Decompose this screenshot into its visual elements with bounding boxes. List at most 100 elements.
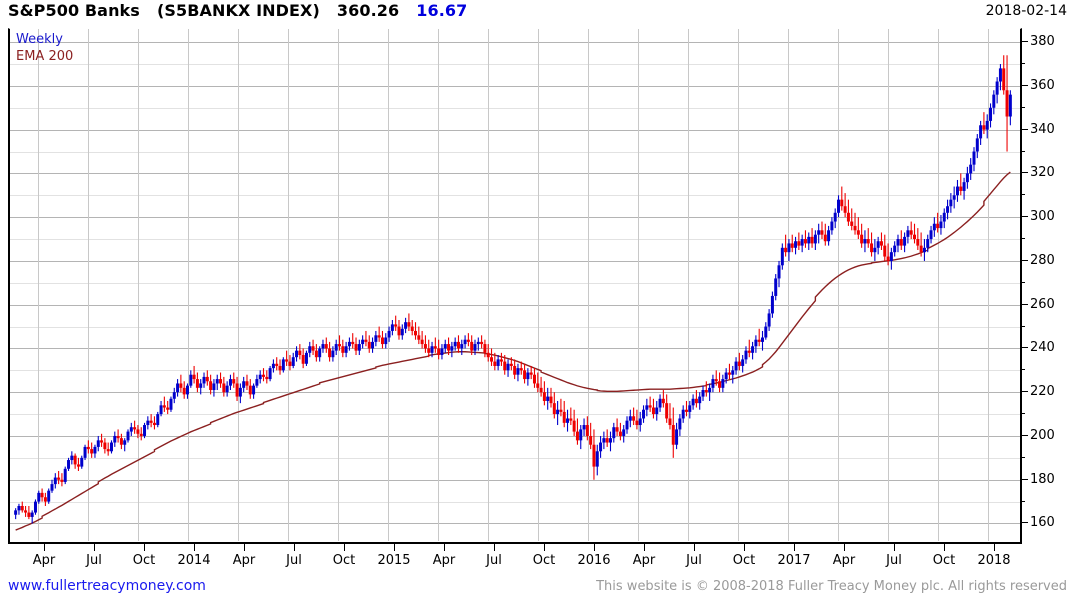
chart-header: S&P500 Banks (S5BANKX INDEX) 360.26 16.6… xyxy=(0,0,1075,26)
gridline-major xyxy=(10,217,1020,218)
instrument-name: S&P500 Banks xyxy=(8,1,140,20)
x-axis-label: Oct xyxy=(732,553,756,568)
y-axis-label: 200 xyxy=(1030,428,1055,443)
y-axis-label: 240 xyxy=(1030,340,1055,355)
gridline-minor xyxy=(10,414,1020,415)
x-axis-label: 2018 xyxy=(977,553,1011,568)
y-axis-tick xyxy=(1022,501,1025,502)
x-axis-tick xyxy=(444,544,445,551)
gridline-vertical xyxy=(888,29,889,541)
gridline-vertical xyxy=(638,29,639,541)
gridline-vertical xyxy=(188,29,189,541)
x-axis-label: Jul xyxy=(486,553,502,568)
gridline-vertical xyxy=(838,29,839,541)
gridline-minor xyxy=(10,64,1020,65)
x-axis-tick xyxy=(494,544,495,551)
gridline-major xyxy=(10,305,1020,306)
x-axis: Apr Jul Oct 2014 Apr Jul Oct 2015 Apr Jul Oct 2016 A… xyxy=(8,544,1022,576)
x-axis-label: Apr xyxy=(832,553,856,568)
gridline-vertical xyxy=(288,29,289,541)
y-axis-label: 220 xyxy=(1030,384,1055,399)
y-axis-tick xyxy=(1022,522,1028,523)
y-axis-tick xyxy=(1022,326,1025,327)
y-axis-tick xyxy=(1022,282,1025,283)
y-axis-label: 300 xyxy=(1030,209,1055,224)
gridline-vertical xyxy=(88,29,89,541)
x-axis-label: 2016 xyxy=(577,553,611,568)
gridline-vertical xyxy=(588,29,589,541)
legend-ema-200: EMA 200 xyxy=(16,49,74,64)
chart-date: 2018-02-14 xyxy=(985,3,1067,19)
chart-footer: www.fullertreacymoney.com This website i… xyxy=(0,576,1075,600)
x-axis-label: Apr xyxy=(32,553,56,568)
gridline-major xyxy=(10,480,1020,481)
x-axis-tick xyxy=(994,544,995,551)
gridline-vertical xyxy=(438,29,439,541)
y-axis-label: 260 xyxy=(1030,297,1055,312)
y-axis-label: 380 xyxy=(1030,34,1055,49)
gridline-minor xyxy=(10,458,1020,459)
chart-plot-area[interactable]: Weekly EMA 200 xyxy=(8,28,1022,544)
x-axis-tick xyxy=(794,544,795,551)
gridline-vertical xyxy=(688,29,689,541)
x-axis-label: Jul xyxy=(86,553,102,568)
x-axis-label: Apr xyxy=(232,553,256,568)
gridline-minor xyxy=(10,327,1020,328)
gridline-major xyxy=(10,86,1020,87)
x-axis-tick xyxy=(244,544,245,551)
x-axis-label: 2015 xyxy=(377,553,411,568)
legend-interval: Weekly xyxy=(16,32,63,47)
gridline-major xyxy=(10,130,1020,131)
x-axis-label: Oct xyxy=(532,553,556,568)
y-axis-label: 180 xyxy=(1030,472,1055,487)
x-axis-label: 2017 xyxy=(777,553,811,568)
gridline-vertical xyxy=(138,29,139,541)
y-axis-tick xyxy=(1022,435,1028,436)
x-axis-tick xyxy=(394,544,395,551)
y-axis-tick xyxy=(1022,238,1025,239)
x-axis-tick xyxy=(594,544,595,551)
gridline-minor xyxy=(10,239,1020,240)
y-axis-tick xyxy=(1022,457,1025,458)
y-axis-tick xyxy=(1022,151,1025,152)
x-axis-label: Jul xyxy=(686,553,702,568)
gridline-major xyxy=(10,173,1020,174)
x-axis-tick xyxy=(844,544,845,551)
gridline-vertical xyxy=(988,29,989,541)
y-axis-tick xyxy=(1022,85,1028,86)
gridline-minor xyxy=(10,152,1020,153)
gridline-vertical xyxy=(938,29,939,541)
y-axis-tick xyxy=(1022,304,1028,305)
gridline-vertical xyxy=(788,29,789,541)
x-axis-label: Apr xyxy=(432,553,456,568)
x-axis-tick xyxy=(744,544,745,551)
x-axis-tick xyxy=(44,544,45,551)
gridline-major xyxy=(10,42,1020,43)
price-series-svg xyxy=(14,55,1012,531)
website-link[interactable]: www.fullertreacymoney.com xyxy=(8,578,206,594)
x-axis-tick xyxy=(944,544,945,551)
last-price: 360.26 xyxy=(336,1,400,20)
gridline-vertical xyxy=(38,29,39,541)
y-axis-tick xyxy=(1022,194,1025,195)
x-axis-tick xyxy=(94,544,95,551)
x-axis-tick xyxy=(144,544,145,551)
gridline-major xyxy=(10,523,1020,524)
x-axis-label: Oct xyxy=(932,553,956,568)
y-axis-tick xyxy=(1022,216,1028,217)
instrument-symbol: (S5BANKX INDEX) xyxy=(156,1,320,20)
x-axis-label: Jul xyxy=(886,553,902,568)
gridline-major xyxy=(10,261,1020,262)
gridline-vertical xyxy=(538,29,539,541)
y-axis-tick xyxy=(1022,391,1028,392)
copyright-notice: This website is © 2008-2018 Fuller Treac… xyxy=(596,579,1067,594)
y-axis-tick xyxy=(1022,479,1028,480)
gridline-minor xyxy=(10,195,1020,196)
gridline-major xyxy=(10,436,1020,437)
gridline-vertical xyxy=(238,29,239,541)
x-axis-tick xyxy=(644,544,645,551)
y-axis-tick xyxy=(1022,347,1028,348)
gridline-minor xyxy=(10,502,1020,503)
y-axis-tick xyxy=(1022,63,1025,64)
price-change: 16.67 xyxy=(416,1,468,20)
